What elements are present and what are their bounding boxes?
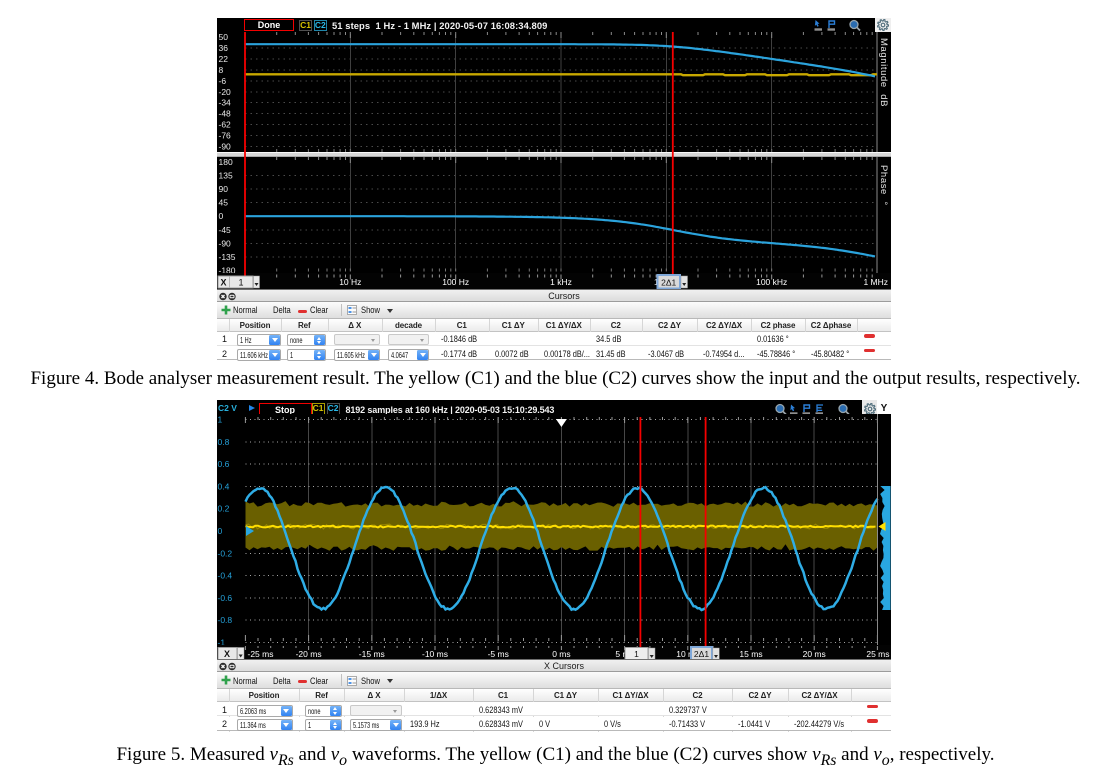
svg-text:20 ms: 20 ms xyxy=(803,649,826,659)
svg-text:Phase °: Phase ° xyxy=(878,165,889,206)
svg-text:1: 1 xyxy=(218,415,223,425)
svg-text:0.4: 0.4 xyxy=(218,481,230,491)
svg-text:-15 ms: -15 ms xyxy=(359,649,385,659)
svg-text:-6: -6 xyxy=(219,76,227,86)
svg-text:1: 1 xyxy=(634,649,639,659)
svg-text:2Δ1: 2Δ1 xyxy=(694,649,709,659)
svg-text:-90: -90 xyxy=(219,142,232,152)
svg-text:0: 0 xyxy=(219,211,224,221)
svg-text:25 ms: 25 ms xyxy=(866,649,889,659)
svg-text:-1: -1 xyxy=(218,638,226,648)
svg-text:0.8: 0.8 xyxy=(218,437,230,447)
svg-text:8: 8 xyxy=(219,65,224,75)
svg-text:-0.2: -0.2 xyxy=(218,548,233,558)
svg-text:-5 ms: -5 ms xyxy=(488,649,509,659)
svg-text:1 kHz: 1 kHz xyxy=(550,277,572,287)
svg-text:0: 0 xyxy=(218,526,223,536)
svg-text:10 ms: 10 ms xyxy=(676,649,699,659)
svg-text:-76: -76 xyxy=(219,131,232,141)
svg-text:-62: -62 xyxy=(219,120,232,130)
svg-text:Magnitude dB: Magnitude dB xyxy=(878,38,889,107)
svg-text:0.2: 0.2 xyxy=(218,504,230,514)
svg-text:1 MHz: 1 MHz xyxy=(863,277,888,287)
svg-text:-48: -48 xyxy=(219,109,232,119)
svg-text:135: 135 xyxy=(219,170,233,180)
svg-text:-0.6: -0.6 xyxy=(218,593,233,603)
svg-text:X: X xyxy=(220,278,226,288)
svg-text:36: 36 xyxy=(219,43,229,53)
svg-text:-10 ms: -10 ms xyxy=(422,649,448,659)
svg-text:90: 90 xyxy=(219,184,229,194)
svg-text:-45: -45 xyxy=(219,225,232,235)
svg-text:-34: -34 xyxy=(219,98,232,108)
svg-text:0.6: 0.6 xyxy=(218,459,230,469)
svg-text:-180: -180 xyxy=(219,266,236,276)
svg-text:50: 50 xyxy=(219,32,229,42)
svg-text:22: 22 xyxy=(219,54,229,64)
svg-text:180: 180 xyxy=(219,157,233,167)
svg-text:100 kHz: 100 kHz xyxy=(756,277,787,287)
svg-text:1: 1 xyxy=(238,278,243,288)
svg-text:-135: -135 xyxy=(219,252,236,262)
svg-text:0 ms: 0 ms xyxy=(552,649,570,659)
svg-text:10 Hz: 10 Hz xyxy=(339,277,361,287)
svg-text:-20: -20 xyxy=(219,87,232,97)
svg-text:-90: -90 xyxy=(219,238,232,248)
svg-text:X: X xyxy=(224,649,230,659)
svg-text:45: 45 xyxy=(219,198,229,208)
svg-text:-25 ms: -25 ms xyxy=(248,649,274,659)
svg-text:-0.4: -0.4 xyxy=(218,571,233,581)
svg-text:-20 ms: -20 ms xyxy=(296,649,322,659)
svg-text:100 Hz: 100 Hz xyxy=(442,277,469,287)
svg-text:-0.8: -0.8 xyxy=(218,615,233,625)
svg-text:2Δ1: 2Δ1 xyxy=(661,278,676,288)
svg-text:15 ms: 15 ms xyxy=(739,649,762,659)
